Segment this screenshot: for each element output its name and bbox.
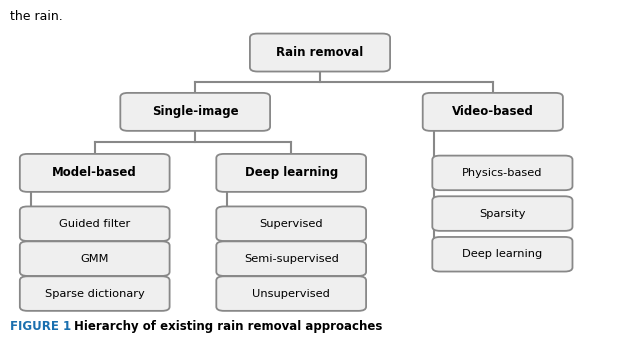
FancyBboxPatch shape	[20, 206, 170, 241]
Text: Deep learning: Deep learning	[462, 249, 543, 259]
Text: Physics-based: Physics-based	[462, 168, 543, 178]
FancyBboxPatch shape	[20, 276, 170, 311]
Text: FIGURE 1: FIGURE 1	[10, 320, 71, 333]
FancyBboxPatch shape	[120, 93, 270, 131]
Text: Hierarchy of existing rain removal approaches: Hierarchy of existing rain removal appro…	[74, 320, 382, 333]
FancyBboxPatch shape	[433, 156, 573, 190]
FancyBboxPatch shape	[216, 276, 366, 311]
Text: Video-based: Video-based	[452, 105, 534, 118]
Text: Rain removal: Rain removal	[276, 46, 364, 59]
FancyBboxPatch shape	[250, 34, 390, 72]
Text: Single-image: Single-image	[152, 105, 239, 118]
FancyBboxPatch shape	[216, 206, 366, 241]
FancyBboxPatch shape	[422, 93, 563, 131]
FancyBboxPatch shape	[216, 241, 366, 276]
Text: Semi-supervised: Semi-supervised	[244, 254, 339, 264]
Text: Sparse dictionary: Sparse dictionary	[45, 288, 145, 299]
Text: Guided filter: Guided filter	[59, 219, 131, 229]
Text: the rain.: the rain.	[10, 10, 62, 23]
FancyBboxPatch shape	[433, 237, 573, 272]
Text: Deep learning: Deep learning	[244, 166, 338, 179]
FancyBboxPatch shape	[20, 154, 170, 192]
Text: Sparsity: Sparsity	[479, 208, 525, 219]
Text: GMM: GMM	[81, 254, 109, 264]
FancyBboxPatch shape	[20, 241, 170, 276]
Text: Model-based: Model-based	[52, 166, 137, 179]
FancyBboxPatch shape	[433, 196, 573, 231]
Text: Unsupervised: Unsupervised	[252, 288, 330, 299]
FancyBboxPatch shape	[216, 154, 366, 192]
Text: Supervised: Supervised	[259, 219, 323, 229]
